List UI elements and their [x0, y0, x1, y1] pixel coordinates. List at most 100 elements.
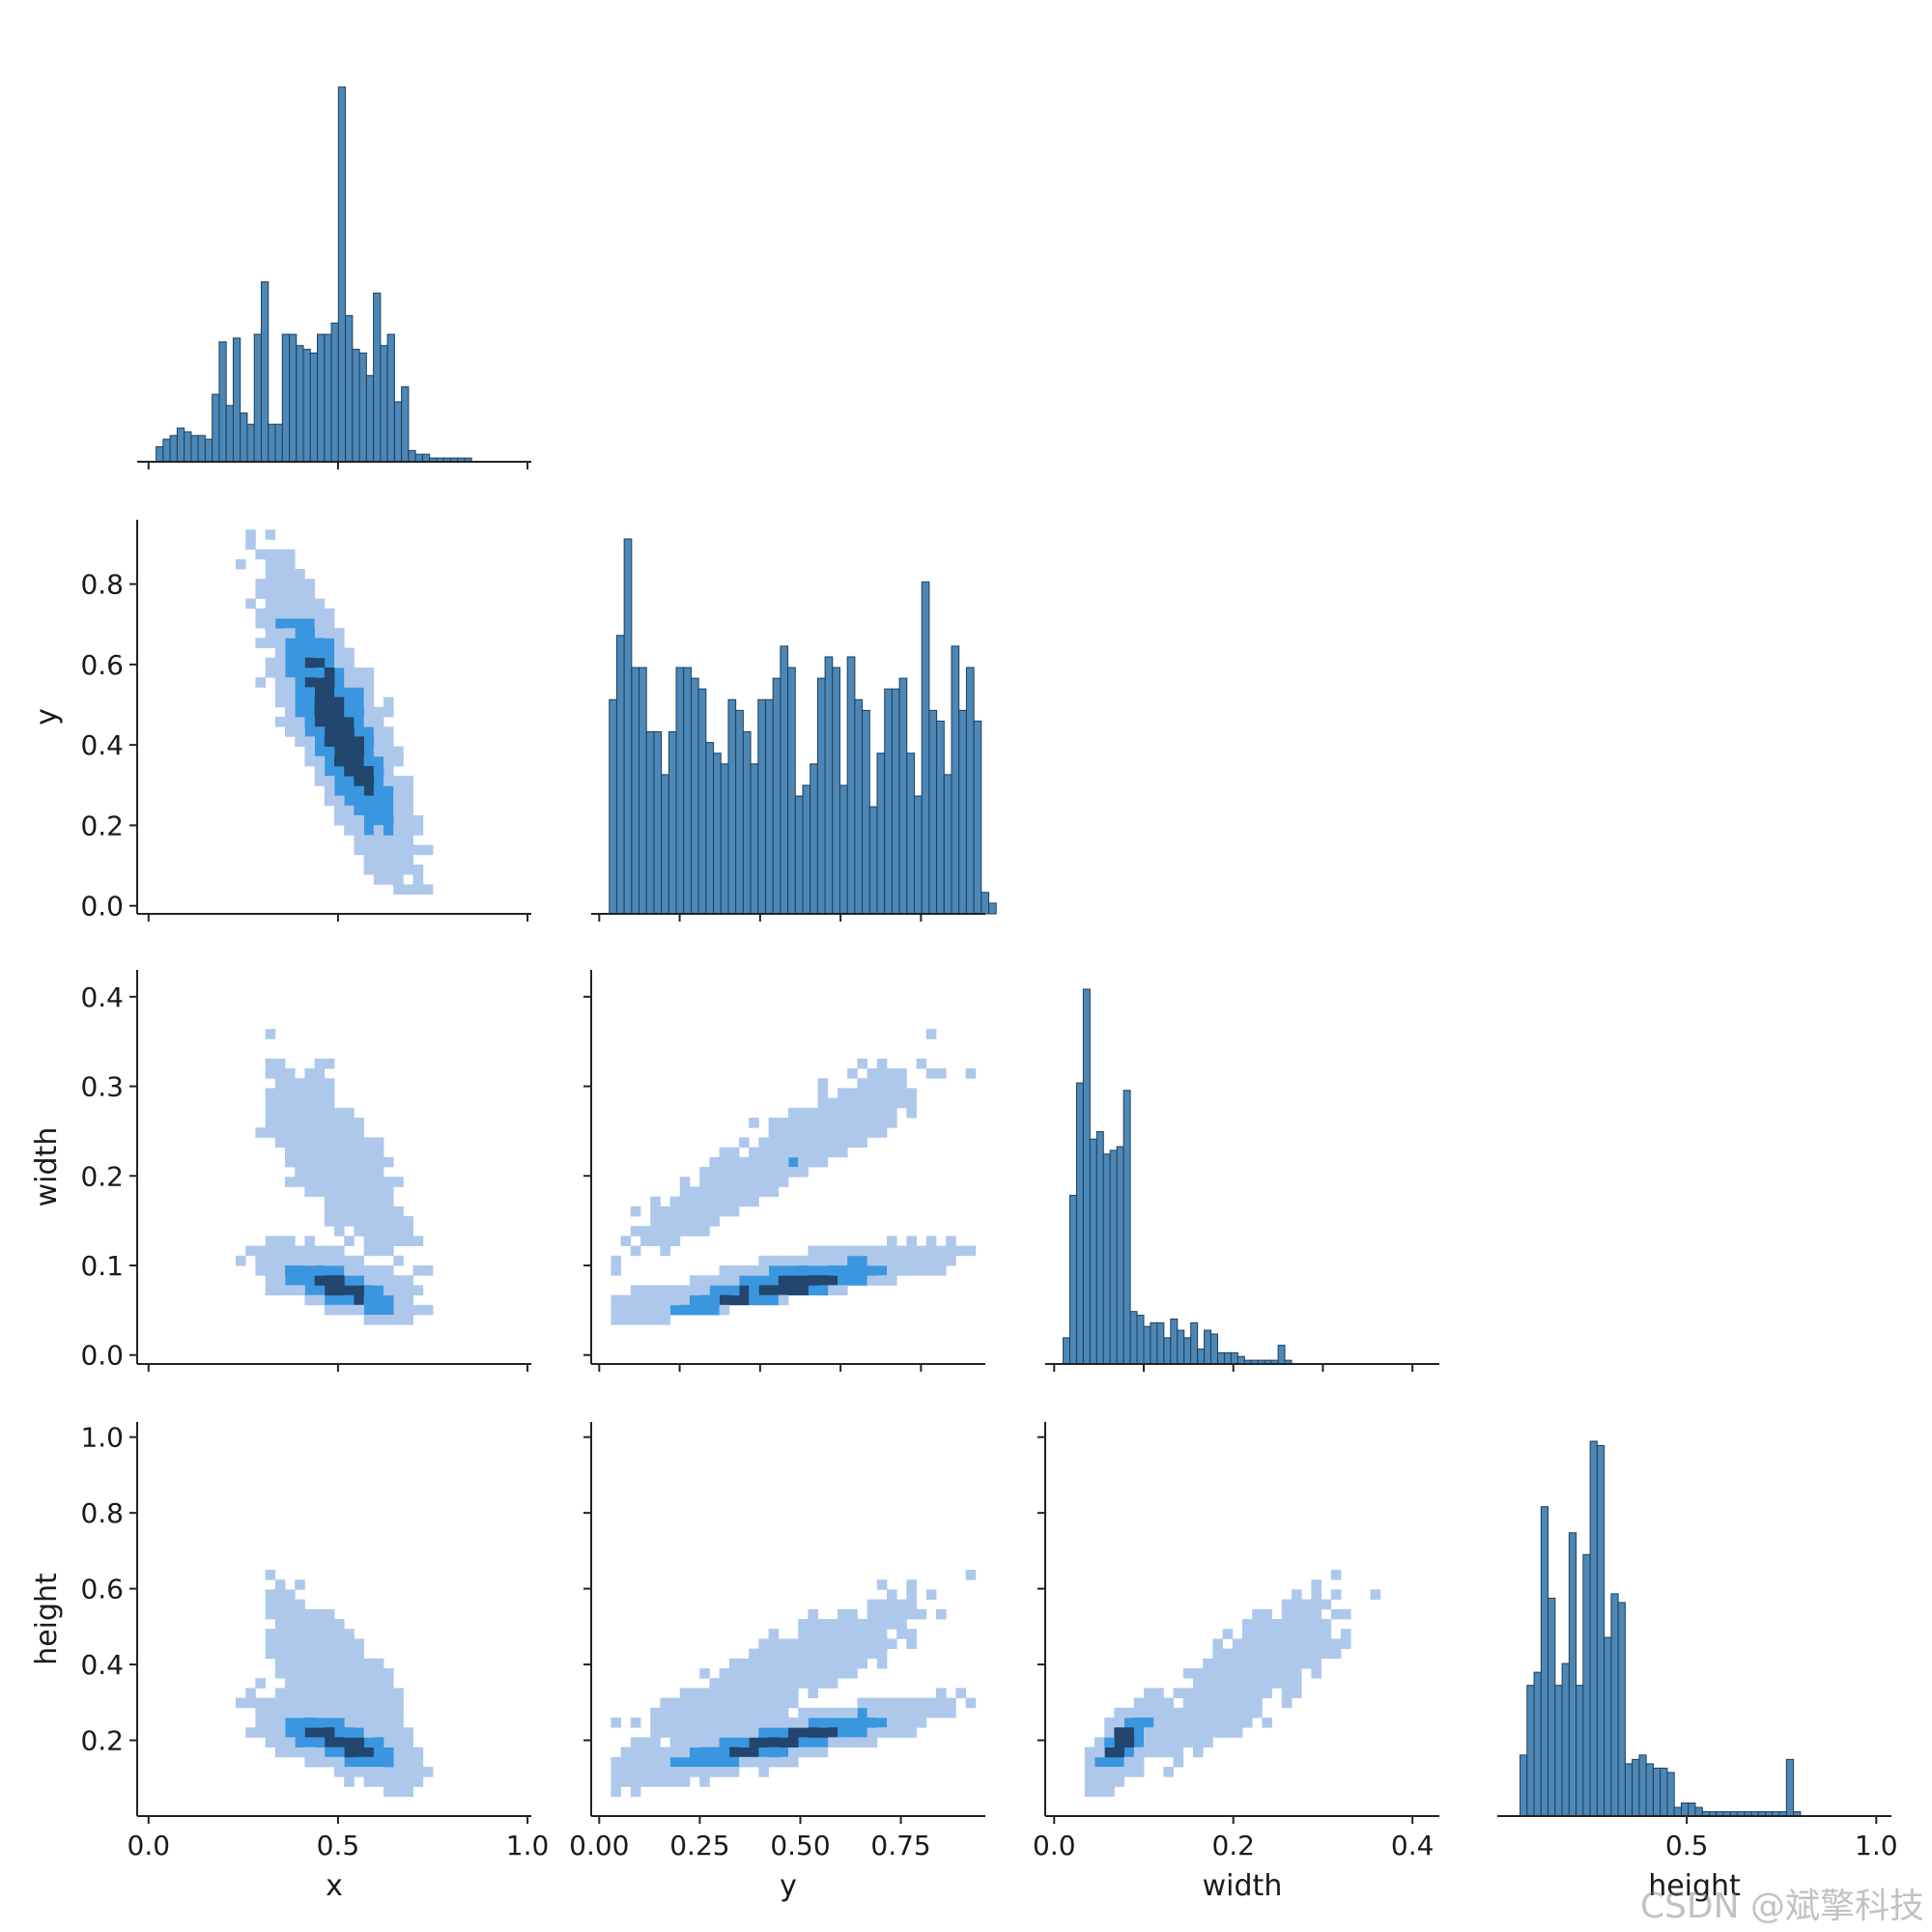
heatmap-cell-y-vs-x: [393, 825, 404, 836]
heatmap-cell-width-vs-y: [808, 1265, 818, 1276]
heatmap-cell-height-vs-y: [719, 1668, 730, 1679]
heatmap-cell-width-vs-x: [412, 1285, 424, 1295]
heatmap-cell-width-vs-y: [887, 1107, 897, 1119]
heatmap-cell-height-vs-y: [808, 1678, 818, 1689]
heatmap-cell-width-vs-x: [265, 1029, 276, 1039]
heatmap-cell-width-vs-x: [295, 1127, 305, 1138]
heatmap-cell-y-vs-x: [373, 825, 384, 836]
heatmap-cell-width-vs-y: [887, 1265, 897, 1276]
heatmap-cell-height-vs-x: [344, 1668, 355, 1679]
heatmap-cell-height-vs-y: [660, 1707, 670, 1719]
heatmap-cell-height-vs-width: [1163, 1737, 1174, 1747]
heatmap-cell-y-vs-x: [265, 569, 276, 580]
heatmap-cell-width-vs-y: [808, 1285, 818, 1295]
heatmap-cell-height-vs-x: [304, 1718, 315, 1728]
heatmap-cell-height-vs-x: [236, 1697, 246, 1709]
heatmap-cell-y-vs-x: [285, 696, 296, 708]
heatmap-cell-height-vs-y: [798, 1707, 809, 1719]
heatmap-cell-width-vs-x: [344, 1275, 355, 1286]
heatmap-cell-y-vs-x: [363, 766, 375, 777]
heatmap-cell-height-vs-width: [1104, 1776, 1115, 1787]
heatmap-cell-height-vs-y: [690, 1767, 700, 1777]
heatmap-cell-y-vs-x: [314, 746, 326, 757]
heatmap-cell-width-vs-y: [728, 1275, 740, 1286]
heatmap-cell-width-vs-y: [739, 1137, 750, 1148]
heatmap-cell-width-vs-x: [285, 1255, 296, 1266]
heatmap-cell-height-vs-y: [709, 1718, 720, 1728]
heatmap-cell-height-vs-y: [847, 1619, 858, 1630]
heatmap-cell-height-vs-x: [304, 1619, 315, 1630]
heatmap-cell-y-vs-x: [373, 795, 384, 807]
heatmap-cell-y-vs-x: [334, 736, 345, 747]
heatmap-cell-width-vs-x: [393, 1285, 404, 1295]
heatmap-cell-y-vs-x: [304, 668, 315, 678]
heatmap-cell-height-vs-width: [1311, 1668, 1321, 1679]
heatmap-cell-width-vs-x: [304, 1265, 315, 1276]
heatmap-cell-width-vs-y: [867, 1088, 878, 1098]
heatmap-cell-width-vs-y: [925, 1245, 937, 1257]
heatmap-cell-height-vs-x: [354, 1727, 364, 1738]
heatmap-cell-height-vs-y: [778, 1688, 789, 1698]
heatmap-cell-y-vs-x: [304, 647, 315, 659]
heatmap-cell-height-vs-width: [1222, 1668, 1234, 1679]
heatmap-cell-height-vs-y: [749, 1658, 759, 1669]
heatmap-cell-width-vs-x: [403, 1275, 413, 1286]
heatmap-cell-width-vs-x: [403, 1236, 413, 1246]
heatmap-cell-y-vs-x: [403, 854, 413, 866]
heatmap-cell-width-vs-x: [314, 1177, 326, 1187]
heatmap-cell-y-vs-x: [274, 696, 286, 708]
heatmap-cell-width-vs-y: [798, 1118, 809, 1128]
heatmap-cell-height-vs-x: [334, 1718, 345, 1728]
heatmap-cell-width-vs-x: [285, 1177, 296, 1187]
heatmap-cell-y-vs-x: [334, 795, 345, 807]
heatmap-cell-height-vs-y: [798, 1678, 809, 1689]
heatmap-cell-width-vs-y: [758, 1265, 769, 1276]
heatmap-cell-height-vs-width: [1173, 1727, 1184, 1738]
heatmap-cell-width-vs-y: [788, 1265, 799, 1276]
heatmap-cell-height-vs-y: [709, 1688, 720, 1698]
heatmap-cell-height-vs-width: [1232, 1697, 1243, 1709]
heatmap-cell-y-vs-x: [363, 736, 375, 747]
heatmap-cell-width-vs-y: [758, 1137, 769, 1148]
heatmap-cell-width-vs-y: [788, 1107, 799, 1119]
heatmap-cell-width-vs-y: [768, 1147, 780, 1158]
heatmap-cell-y-vs-x: [422, 884, 434, 895]
hist-bar-x: [317, 333, 326, 463]
heatmap-cell-width-vs-x: [354, 1196, 364, 1208]
heatmap-cell-width-vs-x: [354, 1294, 364, 1306]
heatmap-cell-width-vs-y: [650, 1315, 661, 1325]
heatmap-cell-height-vs-y: [728, 1668, 740, 1679]
heatmap-cell-height-vs-y: [808, 1638, 818, 1649]
heatmap-cell-width-vs-y: [955, 1245, 966, 1257]
heatmap-cell-height-vs-y: [640, 1776, 651, 1787]
heatmap-cell-width-vs-x: [363, 1245, 375, 1257]
heatmap-cell-y-vs-x: [324, 795, 335, 807]
heatmap-cell-width-vs-x: [384, 1186, 394, 1197]
heatmap-cell-height-vs-y: [798, 1747, 809, 1758]
heatmap-cell-y-vs-x: [373, 835, 384, 845]
heatmap-cell-width-vs-y: [630, 1285, 641, 1295]
hist-bar-x: [330, 322, 339, 463]
heatmap-cell-height-vs-y: [867, 1619, 878, 1630]
heatmap-cell-height-vs-x: [285, 1658, 296, 1669]
heatmap-cell-width-vs-y: [867, 1118, 878, 1128]
heatmap-cell-height-vs-width: [1232, 1707, 1243, 1719]
hist-bar-x: [156, 445, 164, 463]
heatmap-cell-y-vs-x: [304, 677, 315, 688]
hist-bar-y: [846, 656, 856, 915]
heatmap-cell-height-vs-width: [1321, 1599, 1332, 1610]
heatmap-cell-height-vs-y: [650, 1767, 661, 1777]
heatmap-cell-height-vs-width: [1173, 1756, 1184, 1768]
heatmap-cell-width-vs-y: [778, 1285, 789, 1295]
heatmap-cell-width-vs-x: [354, 1156, 364, 1168]
heatmap-cell-height-vs-width: [1341, 1629, 1351, 1639]
x-axis-label-width: width: [1203, 1869, 1283, 1903]
heatmap-cell-height-vs-x: [314, 1678, 326, 1689]
heatmap-cell-height-vs-x: [304, 1638, 315, 1649]
heatmap-cell-width-vs-y: [739, 1177, 750, 1187]
heatmap-cell-width-vs-y: [640, 1285, 651, 1295]
heatmap-cell-height-vs-x: [314, 1707, 326, 1719]
heatmap-cell-y-vs-x: [255, 677, 266, 688]
heatmap-cell-width-vs-y: [699, 1196, 710, 1208]
